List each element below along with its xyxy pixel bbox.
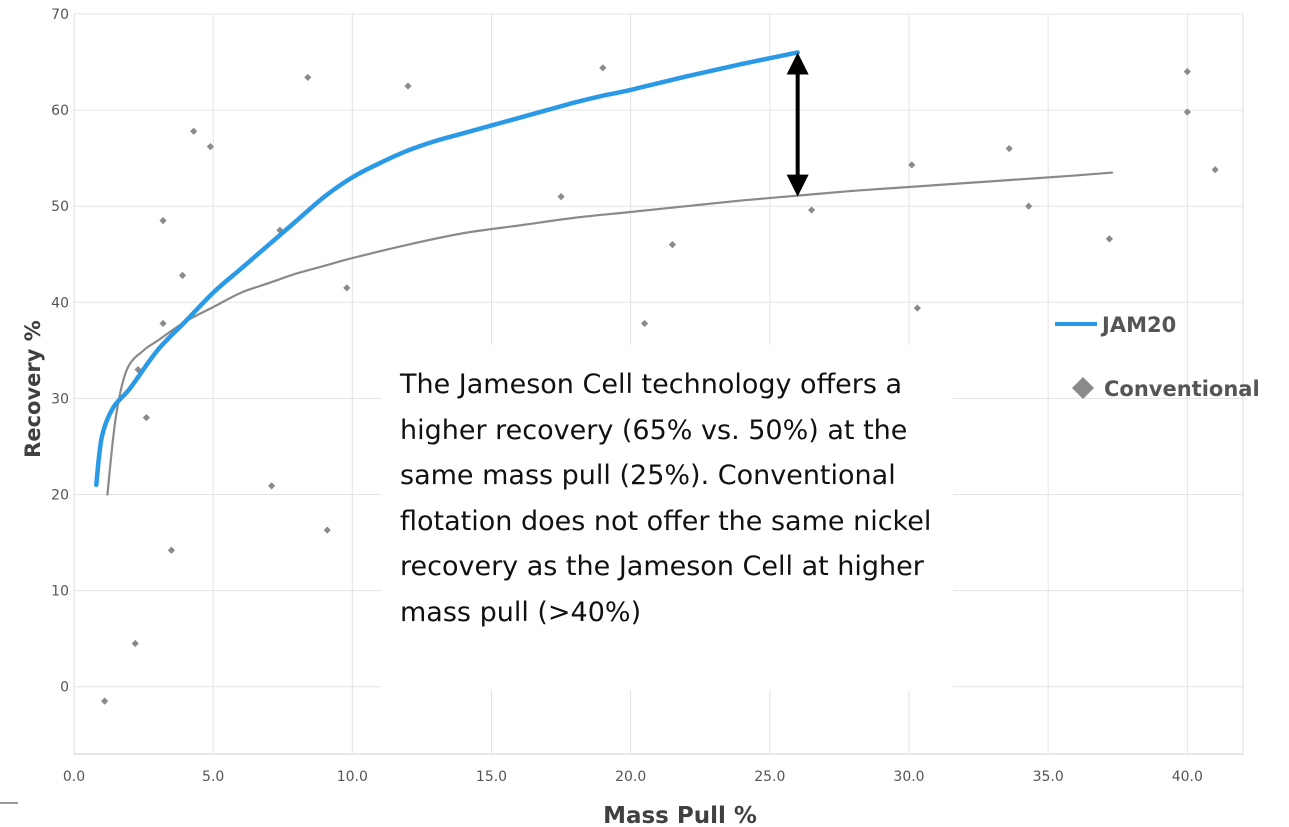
conventional-data-point — [323, 526, 331, 534]
x-tick-label: 20.0 — [615, 769, 646, 785]
x-tick-label: 30.0 — [893, 769, 924, 785]
edge-mark — [0, 802, 18, 804]
conventional-data-point — [159, 217, 167, 225]
x-axis-title: Mass Pull % — [603, 803, 757, 827]
x-tick-label: 0.0 — [63, 769, 85, 785]
conventional-data-point — [913, 304, 921, 312]
conventional-data-point — [268, 482, 276, 490]
conventional-trendline — [106, 171, 1114, 496]
y-tick-label: 40 — [51, 295, 69, 311]
y-tick-label: 30 — [51, 391, 69, 407]
conventional-data-point — [1025, 202, 1033, 210]
conventional-data-point — [178, 271, 187, 280]
conventional-data-point — [1211, 166, 1219, 174]
conventional-data-point — [908, 161, 916, 169]
y-tick-label: 50 — [51, 199, 69, 215]
series-lines — [94, 50, 1114, 496]
x-tick-label: 5.0 — [202, 769, 224, 785]
legend-conventional-label: Conventional — [1104, 377, 1260, 401]
x-axis-ticks: 0.0 5.0 10.0 15.0 20.0 25.0 30.0 35.0 40.0 — [63, 769, 1203, 785]
legend: JAM20 Conventional — [1055, 313, 1260, 401]
conventional-data-point — [807, 206, 816, 214]
y-tick-label: 70 — [51, 7, 69, 23]
annotation-text: The Jameson Cell technology offers a hig… — [400, 369, 932, 628]
conventional-data-point — [167, 546, 176, 554]
conventional-data-point — [343, 284, 351, 292]
conventional-data-point — [1005, 144, 1013, 153]
conventional-data-point — [159, 319, 167, 328]
x-tick-label: 25.0 — [754, 769, 785, 785]
y-tick-label: 10 — [51, 584, 69, 600]
conventional-data-point — [190, 127, 198, 135]
y-axis-title: Recovery % — [21, 320, 45, 458]
y-tick-label: 60 — [51, 103, 69, 119]
conventional-data-point — [131, 639, 139, 648]
conventional-data-point — [304, 73, 312, 82]
annotation-box: The Jameson Cell technology offers a hig… — [381, 345, 953, 690]
x-tick-label: 35.0 — [1033, 769, 1064, 785]
conventional-data-point — [1183, 68, 1191, 76]
x-tick-label: 15.0 — [476, 769, 507, 785]
arrow-head-up-icon — [786, 52, 809, 75]
conventional-data-point — [404, 82, 412, 90]
jam20-line — [94, 50, 800, 488]
y-tick-label: 0 — [60, 680, 69, 696]
x-tick-label: 10.0 — [337, 769, 368, 785]
recovery-gap-arrow — [786, 52, 809, 197]
y-axis-ticks: 0 10 20 30 40 50 60 70 — [51, 7, 69, 696]
conventional-data-point — [142, 414, 150, 422]
conventional-data-point — [101, 697, 109, 705]
conventional-data-point — [206, 143, 214, 151]
y-tick-label: 20 — [51, 488, 69, 504]
conventional-data-point — [640, 319, 649, 328]
conventional-data-point — [557, 192, 565, 201]
x-tick-label: 40.0 — [1172, 769, 1203, 785]
arrow-head-down-icon — [786, 174, 809, 197]
conventional-scatter-points — [101, 64, 1219, 705]
conventional-data-point — [1105, 235, 1113, 243]
conventional-data-point — [599, 64, 607, 72]
legend-conventional-diamond-icon — [1072, 377, 1094, 399]
legend-jam20-label: JAM20 — [1100, 313, 1176, 337]
conventional-data-point — [668, 241, 677, 249]
conventional-data-point — [1183, 108, 1191, 116]
